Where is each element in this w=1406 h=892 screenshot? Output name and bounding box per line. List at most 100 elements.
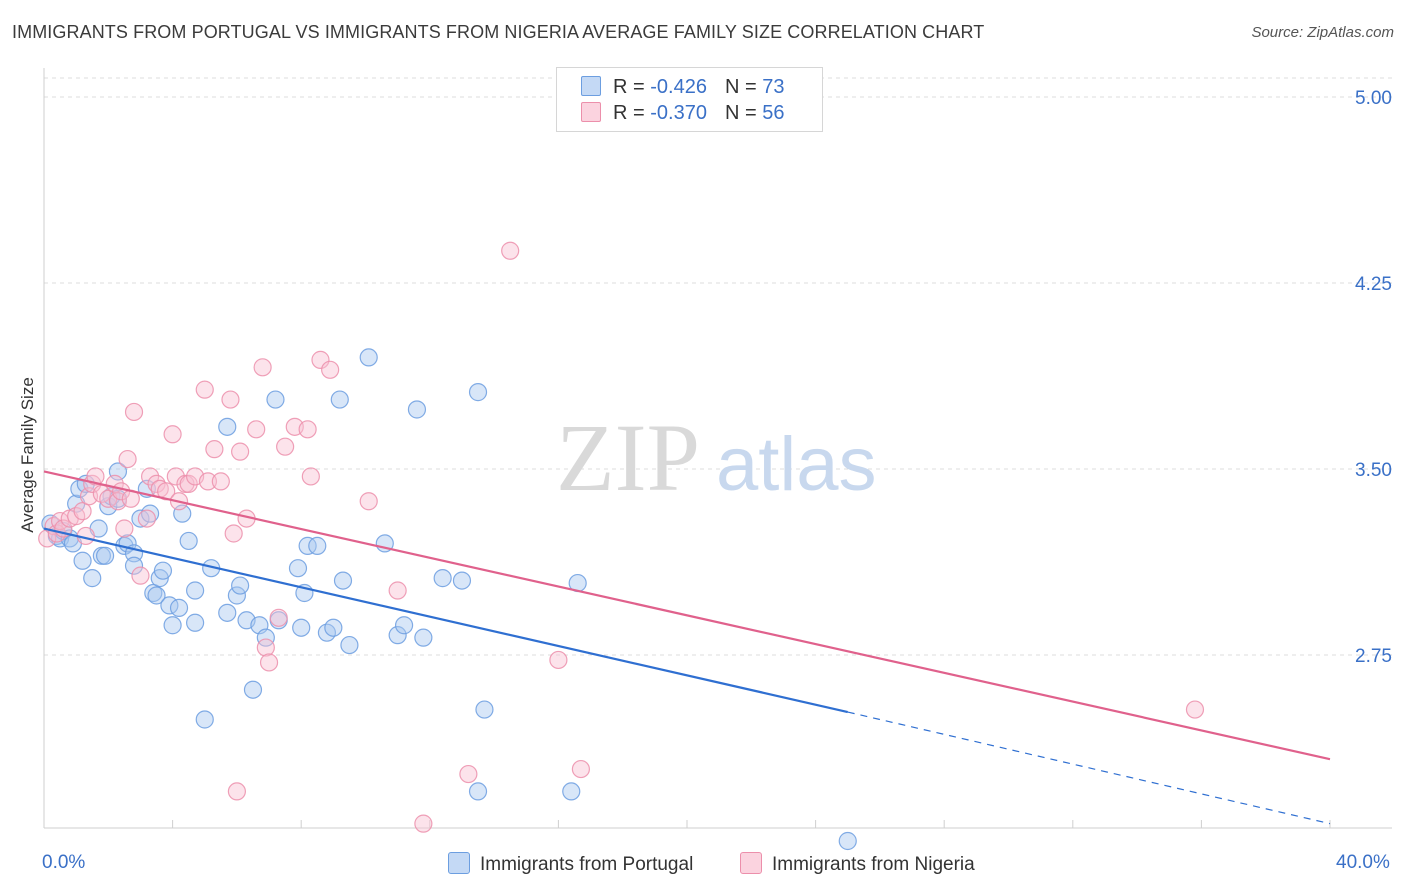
nigeria-point xyxy=(1185,700,1205,719)
portugal-trend-extension xyxy=(847,711,1331,825)
nigeria-point xyxy=(179,474,198,493)
portugal-point xyxy=(218,603,237,622)
portugal-point xyxy=(298,536,317,555)
source-credit: Source: ZipAtlas.com xyxy=(1251,24,1394,41)
portugal-point xyxy=(324,618,343,637)
correlation-legend: R = -0.426 N = 73 R = -0.370 N = 56 xyxy=(556,67,823,132)
nigeria-point xyxy=(501,241,520,260)
portugal-point xyxy=(330,390,349,409)
watermark-atlas: atlas xyxy=(716,422,877,507)
nigeria-point xyxy=(253,358,272,377)
nigeria-point xyxy=(86,467,105,486)
legend-row-nigeria: R = -0.370 N = 56 xyxy=(581,102,784,126)
portugal-point xyxy=(394,616,414,635)
portugal-point xyxy=(169,598,189,617)
nigeria-point xyxy=(140,467,160,486)
portugal-point xyxy=(452,571,472,590)
nigeria-point xyxy=(256,638,275,657)
portugal-point xyxy=(95,546,115,565)
bottom-legend-label-portugal: Immigrants from Portugal xyxy=(480,854,694,875)
nigeria-point xyxy=(211,472,230,491)
nigeria-point xyxy=(276,437,295,456)
nigeria-point xyxy=(301,467,320,486)
portugal-point xyxy=(195,710,214,729)
portugal-point xyxy=(243,680,263,699)
gridlines xyxy=(44,77,1392,656)
portugal-point xyxy=(153,561,173,580)
nigeria-point xyxy=(163,425,182,444)
portugal-point xyxy=(340,635,359,655)
legend-r-value: -0.426 xyxy=(650,76,707,98)
nigeria-point xyxy=(259,653,279,672)
portugal-point xyxy=(163,616,182,635)
nigeria-point xyxy=(147,474,166,493)
watermark-zip: ZIP xyxy=(556,404,700,511)
legend-n-value: 56 xyxy=(762,102,785,124)
nigeria-point xyxy=(311,350,330,369)
portugal-trend-line xyxy=(43,527,848,714)
portugal-point xyxy=(468,383,488,402)
portugal-point xyxy=(140,504,160,523)
nigeria-point xyxy=(459,764,478,784)
nigeria-point xyxy=(137,509,156,528)
nigeria-point xyxy=(198,472,218,491)
portugal-point xyxy=(147,586,166,605)
nigeria-point xyxy=(269,608,288,627)
axes xyxy=(43,68,1392,829)
nigeria-point xyxy=(247,420,266,439)
nigeria-point xyxy=(124,402,144,422)
legend-n-label: N = xyxy=(724,102,763,124)
nigeria-point xyxy=(224,524,243,543)
nigeria-point xyxy=(227,782,246,801)
legend-n-label: N = xyxy=(724,76,763,98)
y-tick-label: 4.25 xyxy=(1355,274,1392,295)
bottom-legend-portugal: Immigrants from Portugal xyxy=(448,852,693,876)
nigeria-point xyxy=(414,814,433,833)
nigeria-point xyxy=(118,449,137,469)
data-points xyxy=(38,241,1205,851)
trend-lines xyxy=(43,470,1331,825)
portugal-point xyxy=(468,782,488,801)
legend-n-value: 73 xyxy=(762,76,785,98)
nigeria-point xyxy=(298,420,317,439)
portugal-point xyxy=(231,576,250,595)
nigeria-point xyxy=(221,390,240,409)
portugal-point xyxy=(433,569,452,588)
portugal-point xyxy=(124,556,144,575)
legend-row-portugal: R = -0.426 N = 73 xyxy=(581,76,784,100)
nigeria-point xyxy=(359,492,378,511)
portugal-point xyxy=(186,581,205,600)
nigeria-point xyxy=(549,650,568,670)
y-tick-label: 2.75 xyxy=(1355,646,1392,667)
portugal-point xyxy=(407,400,427,419)
portugal-point xyxy=(292,618,311,637)
nigeria-point xyxy=(388,581,407,600)
portugal-point xyxy=(838,831,857,851)
nigeria-point xyxy=(321,360,340,379)
bottom-legend-label-nigeria: Immigrants from Nigeria xyxy=(772,854,975,875)
legend-r-label: R = xyxy=(613,76,651,98)
nigeria-trend-line xyxy=(43,470,1331,761)
x-tick-label-min: 0.0% xyxy=(42,852,86,873)
chart-title: IMMIGRANTS FROM PORTUGAL VS IMMIGRANTS F… xyxy=(12,22,985,42)
nigeria-point xyxy=(571,759,591,779)
portugal-point xyxy=(131,509,150,528)
y-tick-label: 5.00 xyxy=(1355,88,1392,109)
y-tick-labels: 5.00 4.25 3.50 2.75 xyxy=(1355,88,1392,667)
portugal-point xyxy=(308,536,327,555)
nigeria-point xyxy=(205,440,224,459)
portugal-point xyxy=(256,628,275,647)
y-tick-label: 3.50 xyxy=(1355,460,1392,481)
portugal-point xyxy=(388,626,407,645)
portugal-point xyxy=(359,348,378,367)
nigeria-point xyxy=(115,519,134,538)
portugal-point xyxy=(414,628,433,647)
nigeria-point xyxy=(131,566,150,585)
legend-r-label: R = xyxy=(613,102,651,124)
portugal-point xyxy=(475,700,494,719)
bottom-legend-swatch-nigeria xyxy=(740,852,762,874)
portugal-point xyxy=(83,569,102,588)
legend-r-value: -0.370 xyxy=(650,102,707,124)
portugal-point xyxy=(186,613,205,632)
